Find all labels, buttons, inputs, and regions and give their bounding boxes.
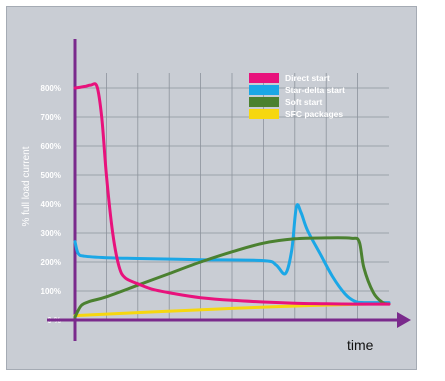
y-tick-label: 500%	[41, 171, 61, 180]
series-line-star-delta-start	[73, 203, 391, 305]
legend-swatch-star-delta-start	[249, 85, 279, 95]
y-tick-label: 400%	[41, 200, 61, 209]
y-tick-label: 600%	[41, 142, 61, 151]
legend-label-sfc-packages: SFC packages	[285, 109, 343, 119]
y-axis-label: % full load current	[21, 146, 32, 226]
y-tick-label: 300%	[41, 229, 61, 238]
y-tick-label: 100%	[41, 287, 61, 296]
legend-label-star-delta-start: Star-delta start	[285, 85, 345, 95]
legend-swatch-direct-start	[249, 73, 279, 83]
y-tick-label: 700%	[41, 113, 61, 122]
x-axis-arrow-icon	[397, 312, 411, 328]
y-tick-label: 800%	[41, 84, 61, 93]
legend-swatch-sfc-packages	[249, 109, 279, 119]
y-tick-label: 200%	[41, 258, 61, 267]
series-line-soft-start	[73, 236, 391, 319]
legend-swatch-soft-start	[249, 97, 279, 107]
series-line-direct-start	[73, 82, 391, 306]
legend-label-soft-start: Soft start	[285, 97, 322, 107]
x-axis-label: time	[347, 337, 374, 353]
chart: 0 %100%200%300%400%500%600%700%800%% ful…	[21, 39, 411, 353]
chart-frame: 0 %100%200%300%400%500%600%700%800%% ful…	[6, 6, 417, 370]
legend-label-direct-start: Direct start	[285, 73, 330, 83]
